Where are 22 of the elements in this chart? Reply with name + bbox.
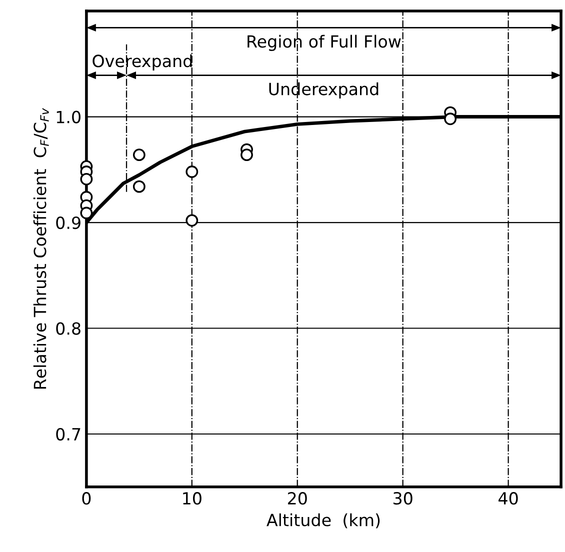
- x-tick-label: 30: [394, 492, 412, 505]
- y-tick-label: 0.9: [56, 216, 80, 230]
- point: [132, 148, 146, 162]
- y-tick-label: 1.0: [56, 110, 80, 124]
- annotation: Overexpand: [92, 54, 192, 71]
- x-tick-label: 0: [82, 492, 91, 505]
- x-tick-label: 20: [288, 492, 307, 505]
- x-tick-label: 10: [183, 492, 202, 505]
- point: [240, 148, 253, 162]
- y-tick-label: 0.8: [56, 322, 80, 335]
- x-axis-title: Altitude (km): [266, 513, 380, 528]
- annotation: Underexpand: [269, 82, 378, 99]
- point: [80, 172, 93, 186]
- annotation: Region of Full Flow: [248, 34, 401, 51]
- point: [80, 206, 93, 220]
- x-tick-label: 40: [498, 492, 518, 505]
- y-axis-title: Relative Thrust Coefficient C$_{F}$/C$_{Fv}$: [33, 108, 49, 389]
- y-tick-label: 0.7: [56, 428, 80, 441]
- point: [186, 166, 198, 178]
- point: [186, 214, 198, 227]
- point: [132, 180, 146, 193]
- point: [444, 112, 457, 126]
